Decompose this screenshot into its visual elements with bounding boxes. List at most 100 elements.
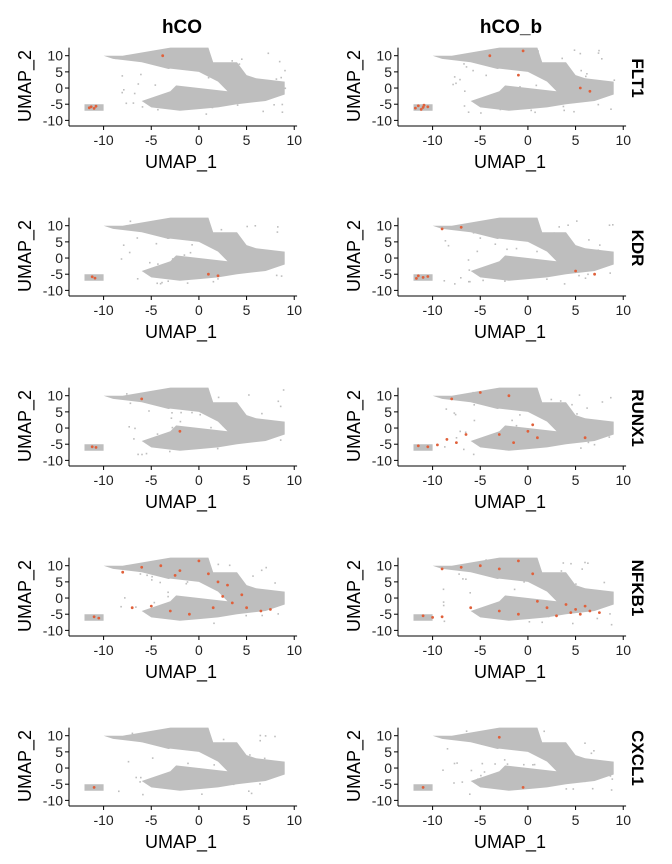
background-cell — [543, 730, 545, 733]
background-cell — [580, 69, 582, 72]
x-tick-label: 0 — [524, 302, 532, 318]
expressing-cell — [245, 606, 249, 610]
background-cell — [212, 753, 215, 755]
background-cell — [261, 614, 263, 617]
background-cell — [121, 75, 124, 77]
background-cell — [123, 89, 125, 91]
background-cell — [220, 228, 223, 231]
background-cell — [453, 76, 456, 78]
background-cell — [275, 78, 278, 80]
y-tick-label: 0 — [55, 420, 63, 436]
background-cell — [149, 740, 151, 742]
x-tick-label: 10 — [286, 472, 302, 488]
background-cell — [454, 413, 457, 416]
expressing-cell — [130, 606, 134, 610]
background-cell — [249, 754, 251, 756]
background-cell — [232, 599, 235, 601]
expressing-cell — [230, 601, 234, 605]
background-cell — [133, 438, 135, 440]
background-cell — [245, 614, 247, 617]
background-cell — [167, 595, 169, 598]
background-cell — [131, 732, 134, 735]
background-cell — [185, 740, 188, 743]
x-tick-label: -10 — [93, 472, 113, 488]
expressing-cell — [583, 604, 587, 608]
background-cell — [120, 258, 123, 260]
background-cell — [541, 621, 543, 624]
background-cell — [456, 762, 458, 764]
background-cell — [189, 746, 192, 749]
background-cell — [210, 426, 212, 429]
background-cell — [573, 49, 576, 51]
background-cell — [236, 104, 239, 106]
background-cell — [231, 404, 234, 407]
y-tick-label: -10 — [43, 792, 63, 808]
background-cell — [603, 581, 606, 584]
expressing-cell — [426, 105, 430, 109]
x-tick-label: -5 — [474, 472, 487, 488]
background-cell — [218, 587, 220, 589]
expressing-cell — [173, 574, 177, 577]
background-cell — [587, 437, 589, 439]
background-cell — [472, 391, 474, 394]
y-tick-label: 10 — [47, 558, 63, 574]
row-label-nfkb1: NFKB1 — [628, 560, 647, 617]
background-cell — [186, 781, 188, 783]
background-cell — [587, 273, 589, 276]
background-cell — [580, 601, 582, 604]
background-cell — [264, 735, 267, 737]
background-cell — [537, 50, 539, 52]
background-cell — [610, 623, 613, 626]
expressing-cell — [564, 603, 568, 606]
background-cell — [252, 575, 254, 577]
background-cell — [513, 270, 516, 273]
background-cell — [534, 602, 537, 604]
background-cell — [224, 438, 227, 441]
background-cell — [281, 111, 284, 113]
background-cell — [485, 74, 487, 77]
background-cell — [136, 278, 139, 280]
background-cell — [494, 54, 497, 56]
cell-cloud-left — [84, 444, 104, 451]
background-cell — [121, 91, 123, 94]
background-cell — [157, 108, 159, 111]
background-cell — [246, 76, 248, 78]
y-axis-title: UMAP_2 — [344, 560, 365, 632]
background-cell — [600, 760, 602, 763]
background-cell — [546, 278, 548, 280]
background-cell — [135, 606, 137, 608]
expressing-cell — [421, 276, 425, 279]
background-cell — [198, 768, 201, 770]
background-cell — [613, 79, 616, 81]
y-tick-label: -10 — [372, 112, 392, 128]
background-cell — [572, 788, 575, 790]
background-cell — [162, 392, 165, 394]
y-tick-label: 5 — [55, 404, 63, 420]
y-tick-label: 10 — [376, 558, 392, 574]
expressing-cell — [207, 272, 210, 276]
background-cell — [551, 605, 554, 608]
background-cell — [259, 783, 261, 785]
expressing-cell — [161, 54, 165, 58]
background-cell — [266, 97, 269, 99]
background-cell — [157, 392, 160, 395]
background-cell — [442, 604, 445, 607]
x-axis-title: UMAP_1 — [474, 662, 546, 683]
background-cell — [141, 106, 144, 108]
background-cell — [467, 259, 470, 261]
expressing-cell — [92, 786, 96, 789]
expressing-cell — [92, 107, 96, 110]
cell-cloud-gap — [470, 748, 557, 772]
x-tick-label: 5 — [243, 302, 251, 318]
background-cell — [545, 588, 547, 591]
background-cell — [572, 87, 574, 89]
background-cell — [168, 740, 170, 742]
background-cell — [193, 442, 196, 445]
background-cell — [151, 575, 153, 578]
y-tick-label: 10 — [47, 218, 63, 234]
background-cell — [158, 102, 161, 105]
y-tick-label: 0 — [55, 590, 63, 606]
background-cell — [587, 562, 589, 564]
